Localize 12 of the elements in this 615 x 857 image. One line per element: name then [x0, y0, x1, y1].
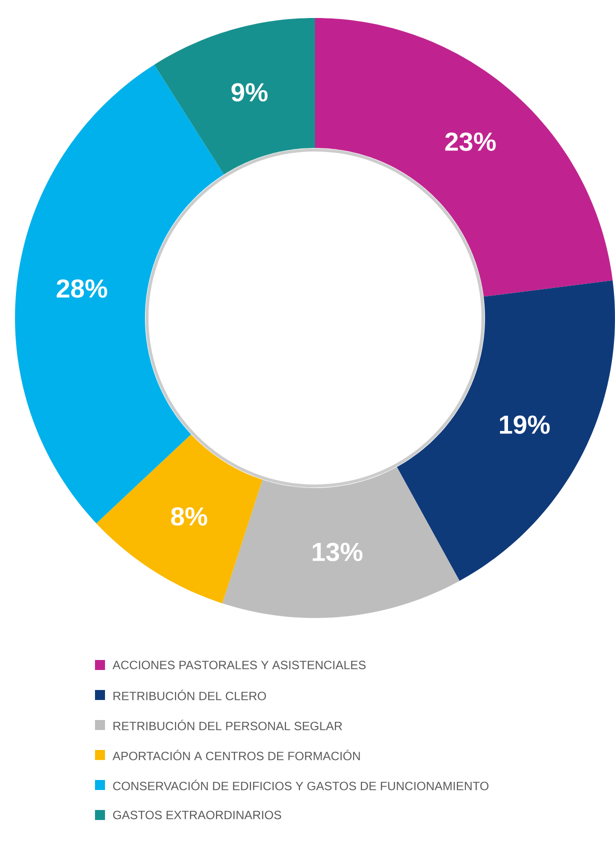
- legend-label: RETRIBUCIÓN DEL PERSONAL SEGLAR: [114, 720, 342, 730]
- legend-label: ACCIONES PASTORALES Y ASISTENCIALES: [112, 660, 366, 670]
- data-label: 23%: [445, 132, 496, 151]
- data-label: 8%: [171, 507, 208, 526]
- data-label: 19%: [500, 415, 550, 434]
- legend-label: GASTOS EXTRAORDINARIOS: [113, 810, 282, 820]
- legend-label: RETRIBUCIÓN DEL CLERO: [114, 690, 266, 700]
- legend-label: CONSERVACIÓN DE EDIFICIOS Y GASTOS DE FUNCIONAMIENTO: [113, 780, 488, 790]
- data-label: 28%: [56, 279, 108, 298]
- data-label: 9%: [232, 83, 268, 102]
- legend-label: APORTACIÓN A CENTROS DE FORMACIÓN: [112, 750, 360, 760]
- data-label: 13%: [312, 542, 362, 562]
